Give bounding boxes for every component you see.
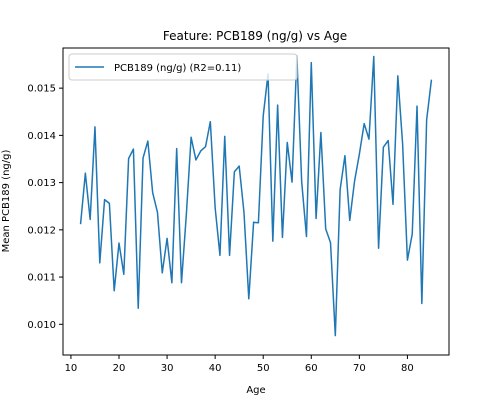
legend-entry-0: PCB189 (ng/g) (R2=0.11) [114, 63, 241, 74]
y-tick-label: 0.012 [27, 225, 56, 236]
legend-box [68, 53, 298, 81]
plot-frame [62, 47, 450, 356]
chart-title: Feature: PCB189 (ng/g) vs Age [163, 29, 347, 43]
x-axis-label: Age [246, 385, 265, 396]
plot-area [79, 55, 433, 337]
series-line-0 [79, 55, 433, 337]
y-tick-label: 0.014 [27, 131, 56, 142]
x-tick-label: 30 [161, 363, 174, 374]
x-tick-label: 50 [257, 363, 270, 374]
y-tick-label: 0.015 [27, 84, 56, 95]
legend: PCB189 (ng/g) (R2=0.11) [68, 53, 298, 81]
x-tick-label: 20 [113, 363, 126, 374]
y-tick-label: 0.011 [27, 273, 56, 284]
y-axis: 0.010 0.011 0.012 0.013 0.014 0.015 [27, 84, 63, 331]
x-tick-label: 10 [65, 363, 78, 374]
y-axis-label: Mean PCB189 (ng/g) [1, 150, 12, 253]
x-axis: 10 20 30 40 50 60 70 80 [65, 355, 414, 374]
x-tick-label: 70 [353, 363, 366, 374]
x-tick-label: 60 [305, 363, 318, 374]
x-tick-label: 40 [209, 363, 222, 374]
x-tick-label: 80 [401, 363, 414, 374]
y-tick-label: 0.010 [27, 320, 56, 331]
y-tick-label: 0.013 [27, 178, 56, 189]
